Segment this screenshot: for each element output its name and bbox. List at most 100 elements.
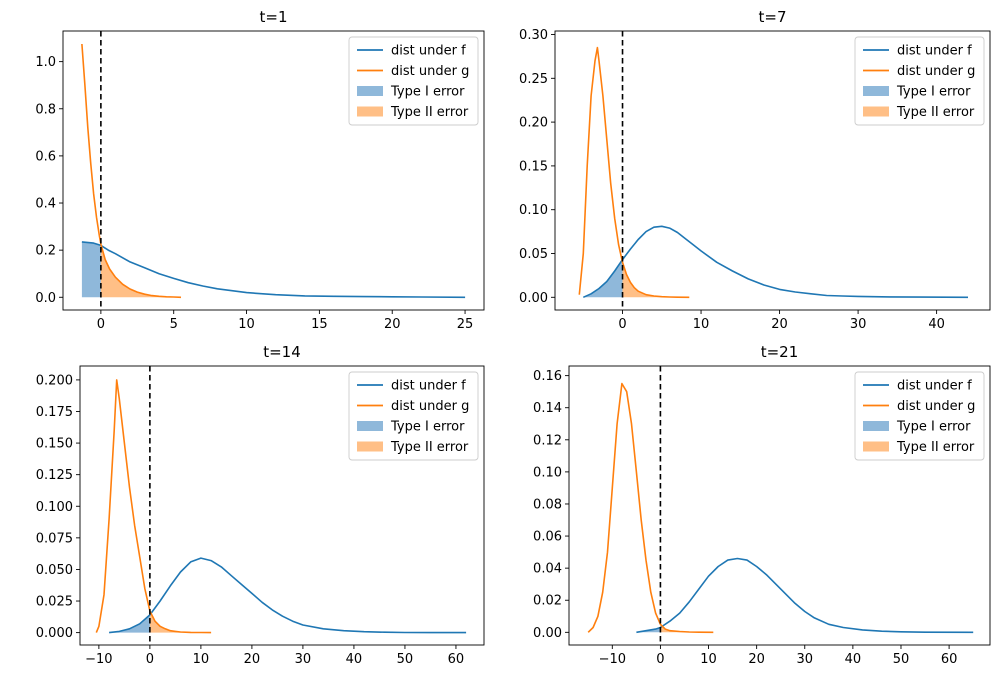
type2-error-area	[149, 611, 212, 633]
dist-under-g-line	[587, 382, 714, 634]
legend-label: dist under g	[391, 64, 469, 79]
legend-item-type2-error: Type II error	[357, 105, 469, 120]
legend-label: dist under g	[391, 399, 469, 414]
y-tick-label: 0.075	[36, 531, 73, 546]
dist-under-f-line	[109, 557, 467, 634]
y-tick-label: 0.30	[519, 28, 548, 43]
legend-label: Type I error	[896, 420, 971, 435]
legend: dist under f dist under g Type I error Type…	[854, 36, 985, 126]
y-tick-label: 0.05	[519, 247, 548, 262]
legend-label: Type II error	[896, 105, 975, 120]
y-tick-label: 0.025	[36, 595, 73, 610]
y-tick-label: 0.4	[35, 197, 56, 212]
x-tick-label: 40	[928, 317, 945, 332]
dist-under-g-line	[578, 46, 690, 299]
y-tick-label: 0.15	[519, 159, 548, 174]
legend-box	[348, 371, 479, 461]
x-tick-label: 15	[311, 317, 328, 332]
axes-frame	[568, 365, 991, 646]
y-tick-label: 0.08	[533, 497, 562, 512]
y-tick-label: 0.25	[519, 72, 548, 87]
legend-item-dist-under-g: dist under g	[863, 399, 975, 414]
legend-swatch	[863, 441, 889, 452]
x-tick-label: 20	[748, 652, 765, 667]
axes-frame	[62, 30, 485, 311]
axes-frame	[554, 30, 991, 311]
type1-error-area	[583, 259, 623, 298]
x-tick-label: 5	[170, 317, 178, 332]
legend: dist under f dist under g Type I error Type…	[348, 371, 479, 461]
y-tick-label: 0.2	[35, 244, 56, 259]
legend-swatch	[357, 106, 383, 117]
x-tick-label: 50	[893, 652, 910, 667]
y-tick-label: 0.150	[36, 437, 73, 452]
type1-error-area	[81, 241, 101, 298]
dist-under-f-line	[81, 241, 466, 299]
legend-label: dist under g	[897, 399, 975, 414]
legend-item-dist-under-g: dist under g	[357, 64, 469, 79]
subplot-1: 0 5 10 15 20 25 0.0 0.2 0.4 0.6 0.8 1.0 t=1 dist unde…	[35, 8, 485, 332]
y-tick-label: 0.10	[533, 465, 562, 480]
dist-under-f-line	[582, 225, 969, 299]
type1-error-area	[636, 627, 661, 633]
y-tick-label: 0.00	[519, 291, 548, 306]
x-tick-label: 50	[397, 652, 414, 667]
y-tick-label: 0.6	[35, 149, 56, 164]
legend-item-type1-error: Type I error	[357, 420, 465, 435]
plot-area	[587, 366, 974, 645]
y-tick-label: 0.0	[35, 291, 56, 306]
y-tick-label: 0.100	[36, 500, 73, 515]
x-tick-label: 20	[384, 317, 401, 332]
x-tick-label: 0	[618, 317, 626, 332]
plot-area	[95, 366, 467, 645]
dist-under-g-line	[81, 43, 182, 299]
legend-swatch	[863, 421, 889, 431]
legend-swatch	[357, 441, 383, 452]
legend-item-type2-error: Type II error	[357, 440, 469, 455]
y-tick-label: 0.14	[533, 401, 562, 416]
x-tick-label: 10	[693, 317, 710, 332]
axes-frame	[79, 365, 485, 646]
legend-label: dist under f	[391, 44, 466, 59]
plot-area	[81, 31, 466, 310]
legend-swatch	[863, 86, 889, 96]
legend-item-dist-under-f: dist under f	[863, 379, 972, 394]
subplot-3: −10 0 10 20 30 40 50 60 0.000 0.025 0.050 0.075 0.10…	[36, 343, 485, 667]
x-tick-label: 30	[850, 317, 867, 332]
plot-area	[578, 31, 969, 310]
legend-item-dist-under-f: dist under f	[357, 379, 466, 394]
x-tick-label: 20	[244, 652, 261, 667]
legend-item-type1-error: Type I error	[357, 85, 465, 100]
subplot-2: 0 10 20 30 40 0.00 0.05 0.10 0.15 0.20 0.25 0.30 t=7…	[519, 8, 991, 332]
x-tick-label: 0	[146, 652, 154, 667]
legend-label: dist under f	[897, 44, 972, 59]
legend-item-dist-under-f: dist under f	[863, 44, 972, 59]
dist-under-f-line	[636, 557, 974, 634]
legend-box	[854, 36, 985, 126]
y-tick-label: 1.0	[35, 55, 56, 70]
y-tick-label: 0.04	[533, 562, 562, 577]
y-tick-label: 0.8	[35, 102, 56, 117]
subplot-title: t=21	[761, 343, 799, 361]
legend-label: Type II error	[390, 105, 469, 120]
x-tick-label: 0	[656, 652, 664, 667]
x-tick-label: 40	[346, 652, 363, 667]
legend-item-type2-error: Type II error	[863, 105, 975, 120]
legend-item-dist-under-g: dist under g	[863, 64, 975, 79]
y-tick-label: 0.050	[36, 563, 73, 578]
legend-label: Type II error	[896, 440, 975, 455]
dist-under-g-line	[95, 379, 212, 634]
legend-item-dist-under-f: dist under f	[357, 44, 466, 59]
x-tick-label: 30	[295, 652, 312, 667]
legend-item-type1-error: Type I error	[863, 420, 971, 435]
subplot-4: −10 0 10 20 30 40 50 60 0.00 0.02 0.04 0.06 0.08 0.10…	[533, 343, 991, 667]
y-tick-label: 0.02	[533, 594, 562, 609]
type2-error-area	[660, 624, 714, 633]
legend-label: dist under f	[391, 379, 466, 394]
legend-label: Type I error	[390, 85, 465, 100]
y-tick-label: 0.00	[533, 626, 562, 641]
legend-label: dist under g	[897, 64, 975, 79]
legend-box	[348, 36, 479, 126]
